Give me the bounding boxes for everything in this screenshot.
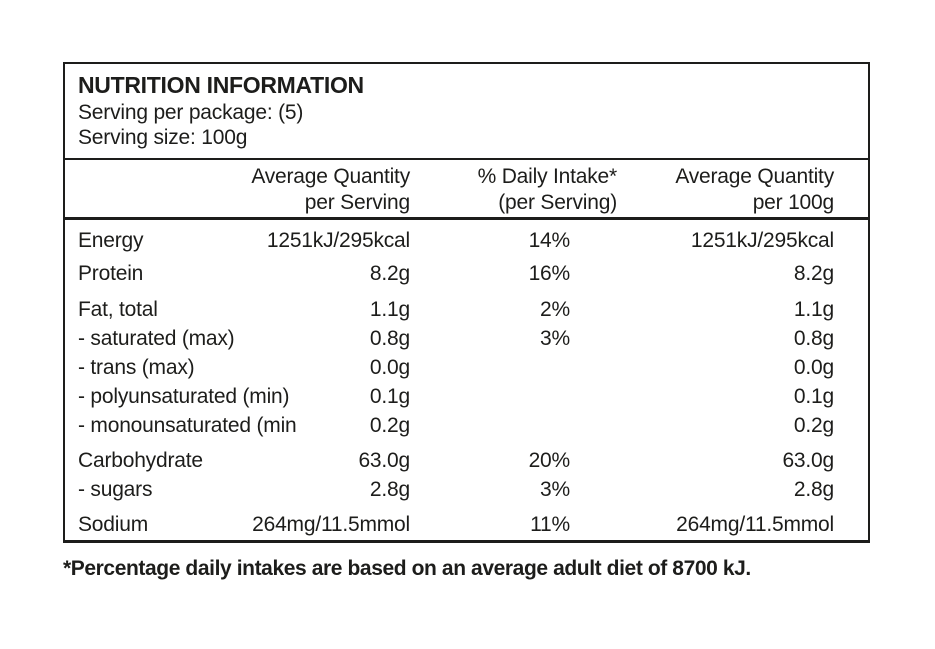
table-header: NUTRITION INFORMATION Serving per packag…: [65, 64, 868, 160]
row-saturated: - saturated (max) 0.8g 3% 0.8g: [65, 324, 868, 353]
nutrient-name: Energy: [78, 229, 144, 252]
value-per-100g: 0.0g: [793, 356, 834, 379]
column-header-per-serving-line1: Average Quantity: [251, 165, 410, 188]
nutrient-name: Carbohydrate: [78, 449, 203, 472]
nutrient-name: - trans (max): [78, 356, 195, 379]
nutrient-name: - sugars: [78, 478, 153, 501]
value-per-100g: 0.8g: [793, 327, 834, 350]
row-energy: Energy 1251kJ/295kcal 14% 1251kJ/295kcal: [65, 226, 868, 255]
column-header-per-100g-line2: per 100g: [752, 191, 835, 214]
nutrient-name: Fat, total: [78, 298, 158, 321]
value-daily-intake: 3%: [540, 327, 570, 350]
row-polyunsaturated: - polyunsaturated (min) 0.1g 0.1g: [65, 382, 868, 411]
value-per-serving: 8.2g: [369, 262, 410, 285]
value-per-100g: 2.8g: [793, 478, 834, 501]
value-per-100g: 264mg/11.5mmol: [676, 513, 834, 536]
daily-intake-footnote: *Percentage daily intakes are based on a…: [63, 557, 751, 580]
value-per-serving: 1.1g: [369, 298, 410, 321]
row-sodium: Sodium 264mg/11.5mmol 11% 264mg/11.5mmol: [65, 510, 868, 539]
nutrition-table: NUTRITION INFORMATION Serving per packag…: [63, 62, 870, 543]
column-header-daily-intake-line2: (per Serving): [498, 191, 617, 214]
value-per-100g: 1.1g: [793, 298, 834, 321]
column-header-row: Average Quantity per Serving % Daily Int…: [65, 160, 868, 220]
value-per-100g: 0.2g: [793, 414, 834, 437]
column-header-daily-intake: % Daily Intake* (per Serving): [477, 164, 618, 216]
value-daily-intake: 16%: [528, 262, 571, 285]
nutrient-name: Sodium: [78, 513, 149, 536]
nutrient-name: - monounsaturated (min: [78, 414, 297, 437]
value-per-serving: 1251kJ/295kcal: [266, 229, 410, 252]
row-carbohydrate: Carbohydrate 63.0g 20% 63.0g: [65, 446, 868, 475]
value-per-100g: 63.0g: [782, 449, 834, 472]
value-daily-intake: 2%: [540, 298, 570, 321]
value-per-serving: 63.0g: [358, 449, 410, 472]
value-per-serving: 0.8g: [369, 327, 410, 350]
value-per-serving: 0.0g: [369, 356, 410, 379]
column-header-daily-intake-line1: % Daily Intake*: [477, 165, 618, 188]
column-header-per-serving-line2: per Serving: [304, 191, 410, 214]
value-daily-intake: 3%: [540, 478, 570, 501]
nutrient-name: - saturated (max): [78, 327, 235, 350]
value-per-serving: 0.2g: [369, 414, 410, 437]
serving-per-package: Serving per package: (5): [78, 101, 304, 124]
row-sugars: - sugars 2.8g 3% 2.8g: [65, 475, 868, 504]
value-daily-intake: 11%: [530, 513, 570, 536]
column-header-per-serving: Average Quantity per Serving: [251, 164, 410, 216]
row-monounsaturated: - monounsaturated (min 0.2g 0.2g: [65, 411, 868, 440]
value-per-100g: 0.1g: [793, 385, 834, 408]
value-daily-intake: 20%: [528, 449, 571, 472]
value-daily-intake: 14%: [528, 229, 571, 252]
value-per-serving: 0.1g: [369, 385, 410, 408]
value-per-serving: 264mg/11.5mmol: [252, 513, 410, 536]
row-protein: Protein 8.2g 16% 8.2g: [65, 259, 868, 288]
row-fat-total: Fat, total 1.1g 2% 1.1g: [65, 295, 868, 324]
value-per-100g: 1251kJ/295kcal: [690, 229, 834, 252]
row-trans: - trans (max) 0.0g 0.0g: [65, 353, 868, 382]
table-body: Energy 1251kJ/295kcal 14% 1251kJ/295kcal…: [65, 220, 868, 539]
table-title: NUTRITION INFORMATION: [78, 72, 364, 98]
value-per-100g: 8.2g: [793, 262, 834, 285]
serving-size: Serving size: 100g: [78, 126, 248, 149]
column-header-per-100g-line1: Average Quantity: [675, 165, 834, 188]
value-per-serving: 2.8g: [369, 478, 410, 501]
nutrient-name: Protein: [78, 262, 144, 285]
nutrient-name: - polyunsaturated (min): [78, 385, 290, 408]
column-header-per-100g: Average Quantity per 100g: [675, 164, 834, 216]
